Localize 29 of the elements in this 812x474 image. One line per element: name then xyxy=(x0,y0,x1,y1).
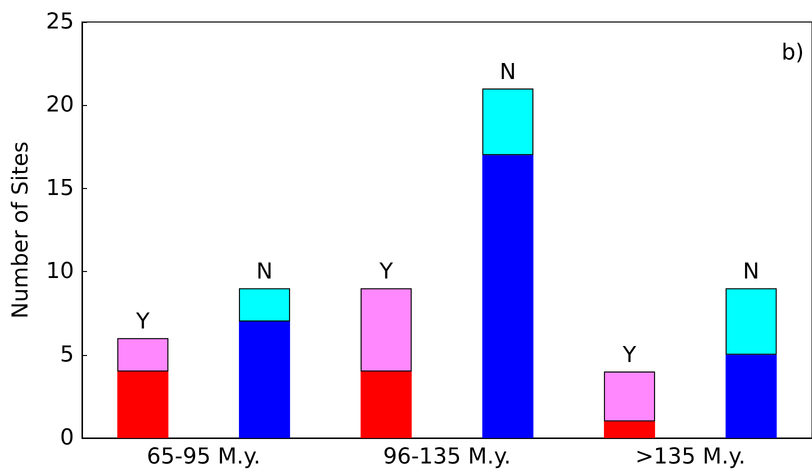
x-tick-label: 96-135 M.y. xyxy=(383,444,511,470)
bar xyxy=(604,371,656,422)
y-tick-label: 0 xyxy=(60,426,74,450)
bar xyxy=(360,371,412,438)
series-label: N xyxy=(256,260,273,285)
annotation: b) xyxy=(781,40,804,66)
bar xyxy=(117,338,168,372)
bar xyxy=(482,155,534,438)
bar xyxy=(238,322,290,438)
text: Y xyxy=(379,260,393,285)
y-tick-label: 25 xyxy=(46,10,74,34)
text: N xyxy=(742,260,760,285)
x-tick-label: 65-95 M.y. xyxy=(146,444,261,470)
bar xyxy=(604,421,656,438)
text: N xyxy=(500,60,516,86)
y-tick-label: 20 xyxy=(46,92,74,118)
series-label: Y xyxy=(135,310,150,335)
bar xyxy=(726,288,777,355)
bar xyxy=(360,288,412,372)
y-tick-label: 10 xyxy=(46,259,74,284)
bar xyxy=(482,88,534,156)
x-tick-label: >135 M.y. xyxy=(635,444,746,470)
y-tick-label: 5 xyxy=(60,342,74,368)
bar xyxy=(726,354,777,438)
y-axis-title: Number of Sites xyxy=(8,141,34,319)
y-tick-label: 15 xyxy=(46,176,74,201)
text: Y xyxy=(622,342,636,368)
bar xyxy=(117,371,168,438)
bar xyxy=(238,288,290,322)
